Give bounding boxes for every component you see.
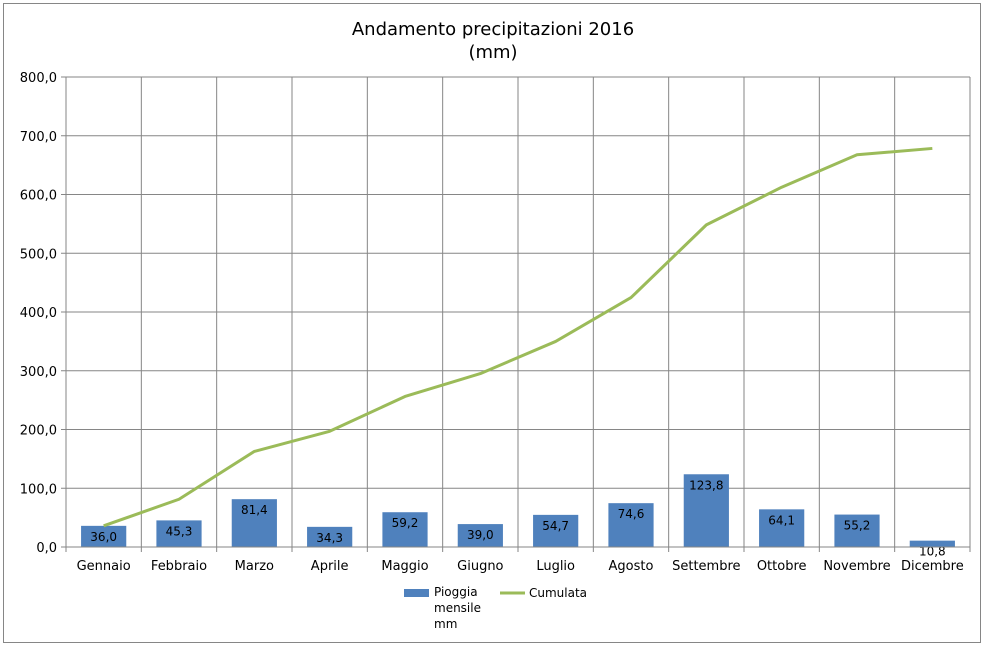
axes: 0,0 100,0 200,0 300,0 400,0 500,0 600,0 700,0 80… [20, 71, 971, 574]
chart-subtitle: (mm) [468, 42, 517, 63]
legend-label: mm [434, 617, 457, 631]
x-tick-label: Novembre [823, 559, 890, 574]
data-label: 81,4 [241, 503, 268, 517]
x-tick-label: Settembre [672, 559, 740, 574]
bar [382, 512, 428, 547]
x-tick-label: Marzo [235, 559, 274, 574]
y-tick-label: 100,0 [20, 482, 57, 497]
data-label: 54,7 [542, 519, 569, 533]
bar [683, 474, 729, 547]
y-tick-label: 700,0 [20, 130, 57, 145]
x-tick-label: Luglio [536, 559, 575, 574]
bar [834, 514, 880, 547]
data-label: 123,8 [689, 478, 723, 492]
legend-swatch-bar [404, 589, 429, 597]
data-label: 39,0 [467, 528, 494, 542]
y-tick-label: 500,0 [20, 247, 57, 262]
legend-label: Cumulata [529, 586, 587, 600]
data-label: 36,0 [90, 530, 117, 544]
bar-series [81, 474, 955, 547]
x-tick-label: Giugno [457, 559, 503, 574]
y-tick-label: 0,0 [36, 541, 57, 556]
y-tick-label: 200,0 [20, 424, 57, 439]
bar [759, 509, 805, 547]
precipitation-chart: Andamento precipitazioni 2016 (mm) 36,0 4… [20, 19, 971, 631]
x-tick-label: Ottobre [757, 559, 807, 574]
legend: Pioggia mensile mm Cumulata [404, 585, 587, 631]
bar [156, 520, 202, 547]
y-tick-label: 400,0 [20, 306, 57, 321]
bar [608, 503, 654, 547]
bar [909, 540, 955, 547]
y-tick-label: 600,0 [20, 189, 57, 204]
data-labels: 36,0 45,3 81,4 34,3 59,2 39,0 54,7 74,6 123,8 64,… [90, 478, 945, 558]
data-label: 59,2 [392, 516, 419, 530]
bar [307, 526, 353, 547]
bar [81, 525, 127, 547]
x-tick-label: Gennaio [77, 559, 131, 574]
legend-label: mensile [434, 601, 481, 615]
chart-title: Andamento precipitazioni 2016 [352, 19, 634, 40]
bar [231, 499, 277, 547]
data-label: 45,3 [166, 524, 193, 538]
legend-label: Pioggia [434, 585, 478, 599]
y-tick-label: 800,0 [20, 71, 57, 86]
bar [533, 514, 579, 547]
x-tick-label: Maggio [381, 559, 428, 574]
line-series [103, 146, 933, 528]
x-tick-label: Aprile [311, 559, 349, 574]
data-label: 64,1 [768, 513, 795, 527]
chart-frame: Andamento precipitazioni 2016 (mm) 36,0 4… [3, 3, 981, 643]
data-label: 74,6 [618, 507, 645, 521]
cumulative-line [103, 146, 933, 528]
bar [457, 524, 503, 547]
grid [65, 76, 971, 548]
data-label: 55,2 [844, 519, 871, 533]
x-tick-label: Dicembre [901, 559, 964, 574]
data-label: 34,3 [316, 531, 343, 545]
x-tick-label: Febbraio [151, 559, 207, 574]
data-label: 10,8 [919, 545, 946, 559]
x-tick-label: Agosto [609, 559, 654, 574]
y-tick-label: 300,0 [20, 365, 57, 380]
